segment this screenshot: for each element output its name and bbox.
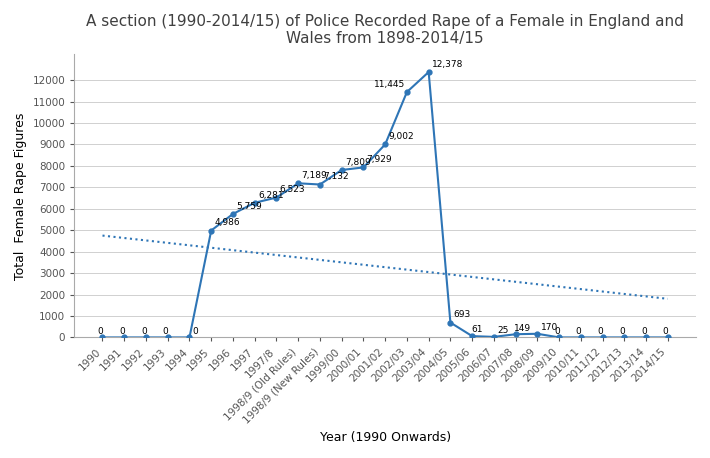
Text: 0: 0 xyxy=(97,327,103,336)
Text: 6,523: 6,523 xyxy=(280,185,305,194)
Text: 149: 149 xyxy=(513,323,530,333)
Text: 9,002: 9,002 xyxy=(388,132,414,141)
Text: 0: 0 xyxy=(663,327,669,336)
Text: 6,281: 6,281 xyxy=(258,191,283,200)
Text: 0: 0 xyxy=(598,327,603,336)
Text: 7,929: 7,929 xyxy=(366,155,393,164)
Text: 5,759: 5,759 xyxy=(236,202,262,211)
Text: 0: 0 xyxy=(192,327,199,336)
Text: 0: 0 xyxy=(163,327,168,336)
Text: 25: 25 xyxy=(497,326,508,335)
Text: 0: 0 xyxy=(554,327,559,336)
Text: 12,378: 12,378 xyxy=(432,60,464,69)
Y-axis label: Total  Female Rape Figures: Total Female Rape Figures xyxy=(14,112,27,279)
Text: 0: 0 xyxy=(576,327,581,336)
Text: 0: 0 xyxy=(119,327,125,336)
Text: 7,189: 7,189 xyxy=(302,171,327,180)
Text: 0: 0 xyxy=(641,327,647,336)
X-axis label: Year (1990 Onwards): Year (1990 Onwards) xyxy=(320,431,451,444)
Title: A section (1990-2014/15) of Police Recorded Rape of a Female in England and
Wale: A section (1990-2014/15) of Police Recor… xyxy=(86,14,684,46)
Text: 170: 170 xyxy=(540,323,558,332)
Text: 61: 61 xyxy=(471,325,483,334)
Text: 7,809: 7,809 xyxy=(345,158,371,167)
Text: 11,445: 11,445 xyxy=(373,80,405,89)
Text: 0: 0 xyxy=(619,327,625,336)
Text: 0: 0 xyxy=(141,327,147,336)
Text: 7,132: 7,132 xyxy=(323,172,349,181)
Text: 4,986: 4,986 xyxy=(214,218,240,227)
Text: 693: 693 xyxy=(454,311,471,319)
